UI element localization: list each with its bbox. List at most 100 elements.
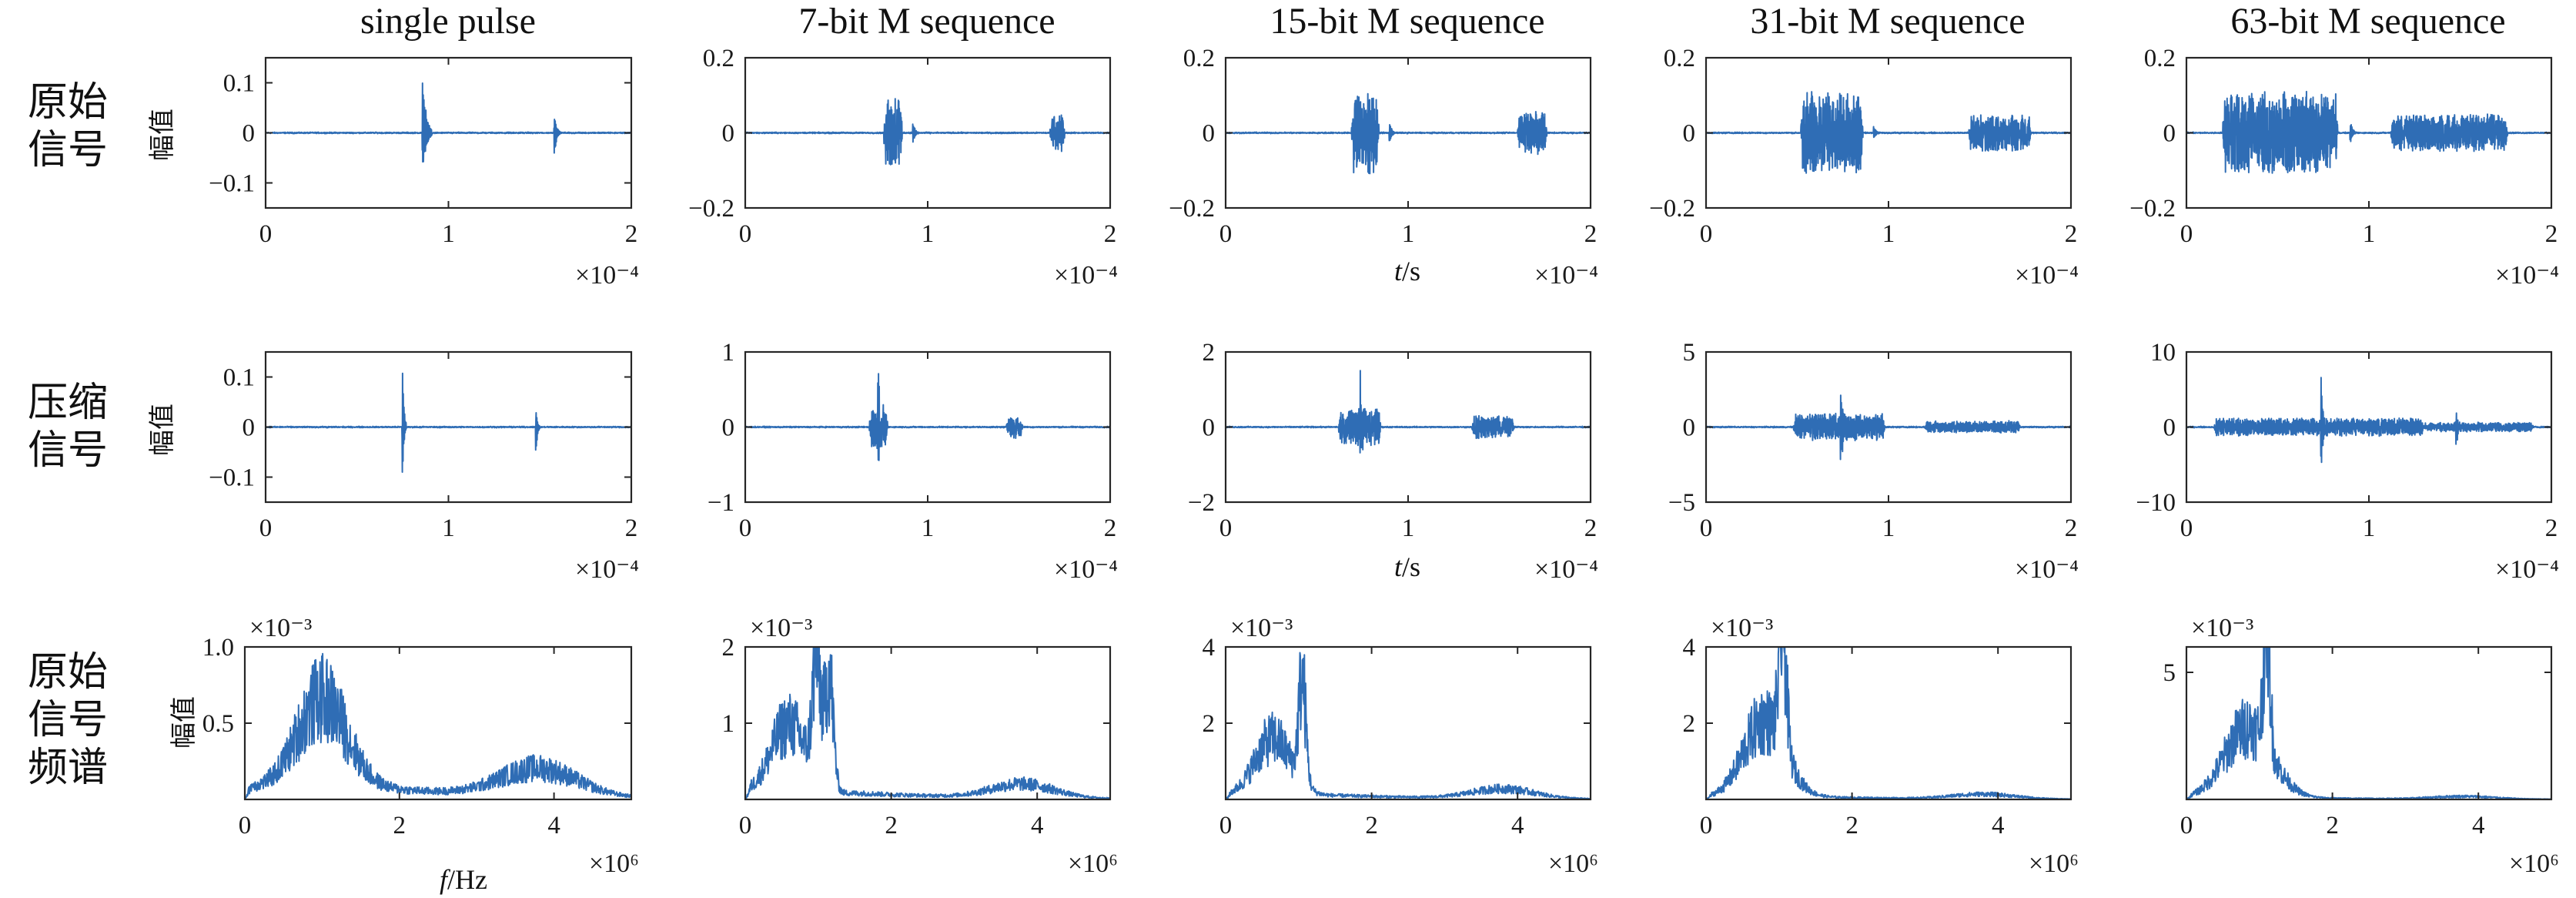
col-title-single-pulse: single pulse	[360, 1, 536, 42]
x-tick-label-r1-63bit: 2	[2545, 220, 2558, 248]
y-tick-label-r1-7bit: −0.2	[688, 195, 734, 223]
ylabel-row3: 幅值	[169, 696, 199, 749]
y-tick-label-r2-63bit: 10	[2150, 339, 2176, 367]
x-tick-label-r2-31bit: 1	[1882, 514, 1895, 542]
x-multiplier-r2-31bit: ×10⁻⁴	[2015, 555, 2079, 584]
y-tick-label-r2-7bit: 1	[722, 339, 735, 367]
x-tick-label-r3-63bit: 0	[2180, 812, 2193, 839]
y-tick-label-r2-single-pulse: 0.1	[223, 364, 255, 392]
series-line-r3-31bit	[1705, 646, 2072, 800]
x-tick-label-r3-7bit: 2	[885, 812, 898, 839]
xlabel-time-row2: t/s	[1394, 551, 1420, 582]
x-tick-label-r3-15bit: 0	[1219, 812, 1233, 839]
x-tick-label-r1-31bit: 1	[1882, 220, 1895, 248]
x-tick-label-r1-15bit: 0	[1219, 220, 1233, 248]
x-tick-label-r2-31bit: 2	[2065, 514, 2078, 542]
y-tick-label-r2-31bit: 5	[1683, 339, 1696, 367]
x-tick-label-r2-63bit: 2	[2545, 514, 2558, 542]
y-tick-label-r2-31bit: −5	[1668, 489, 1695, 517]
y-tick-label-r3-31bit: 4	[1683, 634, 1696, 662]
y-tick-label-r1-15bit: −0.2	[1169, 195, 1215, 223]
series-line-r2-single-pulse	[265, 372, 632, 473]
x-multiplier-r1-single-pulse: ×10⁻⁴	[575, 261, 639, 290]
panel-r3-7bit: 0 2 4 1 2 ×10⁶ ×10⁻³	[722, 614, 1119, 878]
series-line-r2-63bit	[2186, 377, 2552, 464]
x-tick-label-r1-7bit: 0	[739, 220, 752, 248]
x-tick-label-r3-single-pulse: 4	[547, 812, 560, 839]
x-multiplier-r1-63bit: ×10⁻⁴	[2495, 261, 2559, 290]
y-tick-label-r3-31bit: 2	[1683, 710, 1696, 738]
x-tick-label-r2-single-pulse: 1	[442, 514, 455, 542]
x-tick-label-r2-63bit: 0	[2180, 514, 2193, 542]
x-tick-label-r3-63bit: 4	[2472, 812, 2485, 839]
row-labels: 原始 信号 压缩 信号 原始 信号 频谱	[28, 79, 108, 791]
series-line-r1-single-pulse	[265, 82, 632, 163]
panel-r1-15bit: 0 1 2−0.200.2×10⁻⁴	[1169, 45, 1598, 290]
y-tick-label-r3-single-pulse: 1.0	[202, 634, 234, 662]
row-label-raw-line2: 信号	[28, 127, 108, 173]
y-multiplier-r3-63bit: ×10⁻³	[2191, 614, 2253, 642]
series-line-r3-63bit	[2186, 646, 2552, 800]
y-multiplier-r3-31bit: ×10⁻³	[1711, 614, 1773, 642]
x-tick-label-r1-31bit: 2	[2065, 220, 2078, 248]
x-tick-label-r1-7bit: 2	[1104, 220, 1117, 248]
series-line-r2-15bit	[1225, 370, 1591, 454]
x-tick-label-r3-15bit: 2	[1365, 812, 1378, 839]
x-tick-label-r1-single-pulse: 1	[442, 220, 455, 248]
row-label-spectrum-line3: 频谱	[28, 745, 108, 791]
y-tick-label-r2-31bit: 0	[1683, 414, 1696, 442]
series-line-r3-single-pulse	[244, 652, 632, 800]
panels: 0 1 2−0.100.1×10⁻⁴0 1 2−0.200.2×10⁻⁴0 1 2−0.20…	[202, 45, 2559, 878]
y-tick-label-r3-7bit: 1	[722, 710, 735, 738]
ylabel-row1: 幅值	[147, 109, 178, 161]
y-tick-label-r2-single-pulse: 0	[243, 414, 256, 442]
y-tick-label-r3-15bit: 2	[1203, 710, 1216, 738]
x-tick-label-r1-63bit: 1	[2363, 220, 2376, 248]
panel-r3-15bit: 0 2 4 2 4 ×10⁶ ×10⁻³	[1203, 614, 1599, 878]
x-multiplier-r2-15bit: ×10⁻⁴	[1534, 555, 1598, 584]
x-multiplier-r2-7bit: ×10⁻⁴	[1054, 555, 1118, 584]
panel-r1-63bit: 0 1 2−0.200.2×10⁻⁴	[2129, 45, 2559, 290]
y-multiplier-r3-single-pulse: ×10⁻³	[249, 614, 312, 642]
col-title-7bit: 7-bit M sequence	[798, 1, 1055, 42]
column-titles: single pulse 7-bit M sequence 15-bit M s…	[360, 1, 2506, 42]
x-axis-labels: t/s t/s f/Hz	[440, 256, 1420, 895]
x-tick-label-r3-63bit: 2	[2326, 812, 2339, 839]
y-tick-label-r1-7bit: 0	[722, 120, 735, 148]
x-multiplier-r3-31bit: ×10⁶	[2029, 849, 2079, 878]
x-tick-label-r3-single-pulse: 2	[393, 812, 406, 839]
y-tick-label-r2-15bit: −2	[1188, 489, 1215, 517]
panel-r2-31bit: 0 1 2−505×10⁻⁴	[1668, 339, 2079, 584]
y-tick-label-r2-63bit: −10	[2136, 489, 2176, 517]
x-tick-label-r3-7bit: 0	[739, 812, 752, 839]
series-line-r2-31bit	[1705, 394, 2072, 461]
row-label-spectrum-line2: 信号	[28, 697, 108, 743]
series-line-r1-15bit	[1225, 92, 1591, 175]
y-tick-label-r1-15bit: 0	[1203, 120, 1216, 148]
x-tick-label-r2-15bit: 1	[1402, 514, 1415, 542]
panel-r3-63bit: 0 2 4 5 ×10⁶ ×10⁻³	[2163, 614, 2560, 878]
x-multiplier-r2-63bit: ×10⁻⁴	[2495, 555, 2559, 584]
y-tick-label-r3-7bit: 2	[722, 634, 735, 662]
x-multiplier-r3-15bit: ×10⁶	[1548, 849, 1598, 878]
x-tick-label-r1-63bit: 0	[2180, 220, 2193, 248]
y-multiplier-r3-7bit: ×10⁻³	[750, 614, 812, 642]
x-tick-label-r1-31bit: 0	[1700, 220, 1713, 248]
series-line-r3-7bit	[744, 646, 1111, 800]
panel-r1-7bit: 0 1 2−0.200.2×10⁻⁴	[688, 45, 1118, 290]
x-tick-label-r1-15bit: 2	[1584, 220, 1597, 248]
y-tick-label-r1-single-pulse: 0	[243, 120, 256, 148]
y-tick-label-r1-63bit: 0	[2163, 120, 2176, 148]
xlabel-freq-row3: f/Hz	[440, 864, 487, 895]
ylabel-row2: 幅值	[147, 404, 178, 456]
x-tick-label-r1-single-pulse: 0	[259, 220, 273, 248]
x-multiplier-r3-63bit: ×10⁶	[2509, 849, 2559, 878]
y-tick-label-r1-15bit: 0.2	[1183, 45, 1215, 72]
y-tick-label-r2-7bit: −1	[708, 489, 734, 517]
x-tick-label-r3-7bit: 4	[1031, 812, 1044, 839]
x-multiplier-r1-31bit: ×10⁻⁴	[2015, 261, 2079, 290]
y-tick-label-r2-15bit: 2	[1203, 339, 1216, 367]
x-tick-label-r2-7bit: 0	[739, 514, 752, 542]
x-tick-label-r1-single-pulse: 2	[625, 220, 638, 248]
